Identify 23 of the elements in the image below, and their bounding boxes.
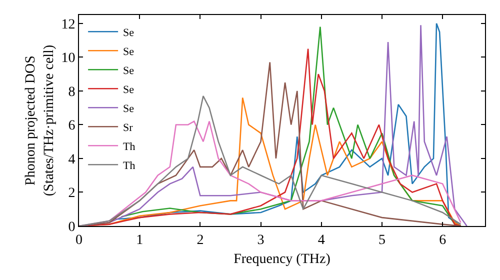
legend-label: Th: [123, 140, 136, 153]
y-axis-title: Phonon projected DOS (States/THz·primitive cell): [24, 44, 57, 196]
x-tick-label: 5: [378, 232, 386, 248]
x-tick-label: 3: [257, 232, 264, 248]
x-tick-label: 1: [136, 232, 144, 248]
x-tick-label: 2: [196, 232, 204, 248]
y-tick-label: 2: [68, 186, 76, 202]
legend-label: Se: [123, 26, 134, 39]
x-tick-label: 4: [318, 232, 325, 248]
y-tick-label: 6: [68, 118, 76, 134]
y-tick-label: 10: [61, 51, 76, 66]
y-tick-label: 4: [68, 152, 76, 168]
y-tick-label: 8: [68, 84, 76, 100]
legend-label: Se: [123, 84, 134, 96]
legend-label: Se: [123, 102, 134, 115]
legend-label: Sr: [123, 122, 134, 134]
x-tick-label: 6: [439, 232, 446, 248]
y-tick-label: 12: [61, 17, 76, 32]
legend-label: Th: [123, 160, 136, 172]
y-tick-label: 0: [68, 220, 76, 235]
x-axis-title: Frequency (THz): [234, 252, 331, 268]
legend-label: Se: [123, 64, 134, 77]
legend-label: Se: [123, 46, 134, 58]
